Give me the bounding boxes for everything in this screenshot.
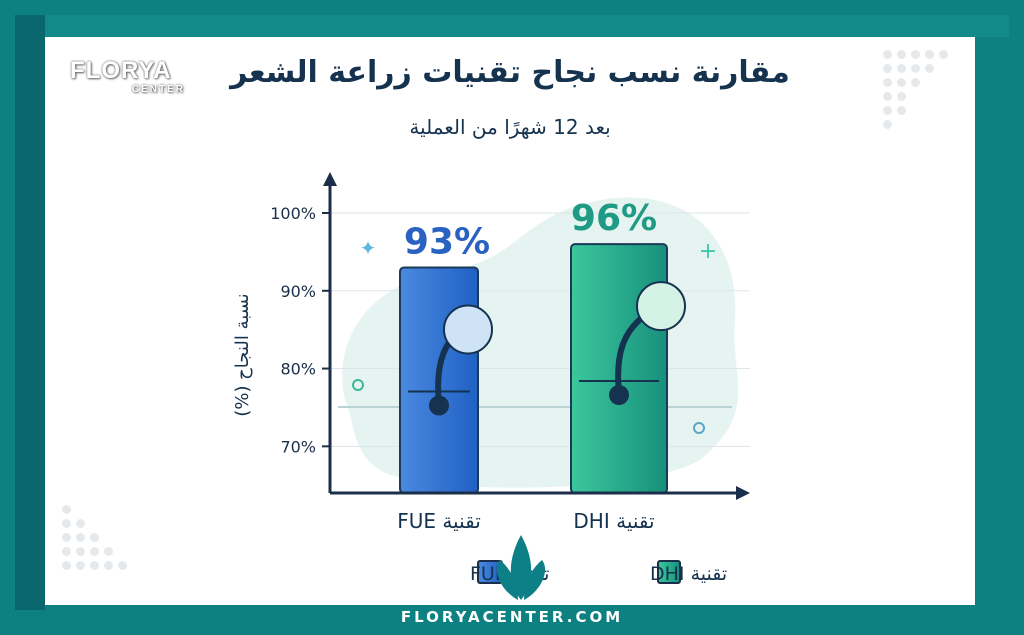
- decorative-dot: [897, 78, 906, 87]
- decorative-dot: [911, 64, 920, 73]
- decorative-dot: [62, 533, 71, 542]
- plus-icon: +: [699, 239, 717, 264]
- decorative-dot: [897, 64, 906, 73]
- y-tick-label: 100%: [270, 204, 316, 223]
- y-axis-label: نسبة النجاح (%): [232, 293, 253, 416]
- decorative-dot: [62, 561, 71, 570]
- decorative-dot: [76, 533, 85, 542]
- decorative-dot: [883, 106, 892, 115]
- data-label: 93%: [404, 221, 490, 262]
- sparkle-icon: ✦: [360, 236, 377, 260]
- decorative-dot: [104, 547, 113, 556]
- decorative-dot: [883, 64, 892, 73]
- y-tick-label: 70%: [280, 437, 316, 456]
- frame-top-band: [15, 15, 1009, 37]
- x-tick-label: تقنية DHI: [573, 509, 654, 533]
- decorative-dot: [883, 120, 892, 129]
- chart-subtitle: بعد 12 شهرًا من العملية: [409, 115, 611, 139]
- decorative-dot: [76, 561, 85, 570]
- decorative-dot: [897, 92, 906, 101]
- x-axis-arrow: [736, 486, 750, 500]
- decorative-dot: [62, 547, 71, 556]
- hair-badge-icon: [443, 304, 493, 355]
- x-tick-label: تقنية FUE: [397, 509, 481, 533]
- logo-line1: FLORYA: [70, 57, 172, 84]
- decorative-dot: [90, 533, 99, 542]
- follicle-icon: [429, 395, 449, 416]
- follicle-icon: [609, 385, 629, 405]
- decorative-dot: [897, 106, 906, 115]
- legend-label-dhi: تقنية DHI: [650, 563, 727, 585]
- y-tick-label: 80%: [280, 360, 316, 379]
- hair-icon: [615, 313, 646, 394]
- florya-logo: FLORYA CENTER: [70, 57, 185, 96]
- decorative-dot: [883, 92, 892, 101]
- decorative-dot: [925, 64, 934, 73]
- decorative-dot: [911, 50, 920, 59]
- chart-title: مقارنة نسب نجاح تقنيات زراعة الشعر: [230, 55, 790, 90]
- ring-icon: [693, 422, 705, 434]
- decorative-dot: [90, 561, 99, 570]
- decorative-dot: [76, 547, 85, 556]
- decorative-dot: [883, 50, 892, 59]
- decorative-dot: [118, 561, 127, 570]
- decorative-dot: [76, 519, 85, 528]
- hair-badge-icon: [636, 281, 686, 332]
- decorative-dot: [925, 50, 934, 59]
- legend-swatch-dhi: [657, 560, 681, 584]
- decorative-dot: [90, 547, 99, 556]
- y-axis-arrow: [323, 172, 337, 186]
- decorative-dot: [939, 50, 948, 59]
- leaf-logo-icon: [496, 535, 546, 600]
- footer-website[interactable]: FLORYACENTER.COM: [400, 608, 624, 626]
- decorative-dot: [62, 505, 71, 514]
- decorative-dot: [883, 78, 892, 87]
- ring-icon: [352, 379, 364, 391]
- logo-line2: CENTER: [131, 84, 185, 95]
- decorative-dot: [911, 78, 920, 87]
- frame-left-band: [15, 15, 45, 610]
- data-label: 96%: [571, 198, 657, 239]
- decorative-dot: [62, 519, 71, 528]
- decorative-dot: [104, 561, 113, 570]
- decorative-dot: [897, 50, 906, 59]
- y-tick-label: 90%: [280, 282, 316, 301]
